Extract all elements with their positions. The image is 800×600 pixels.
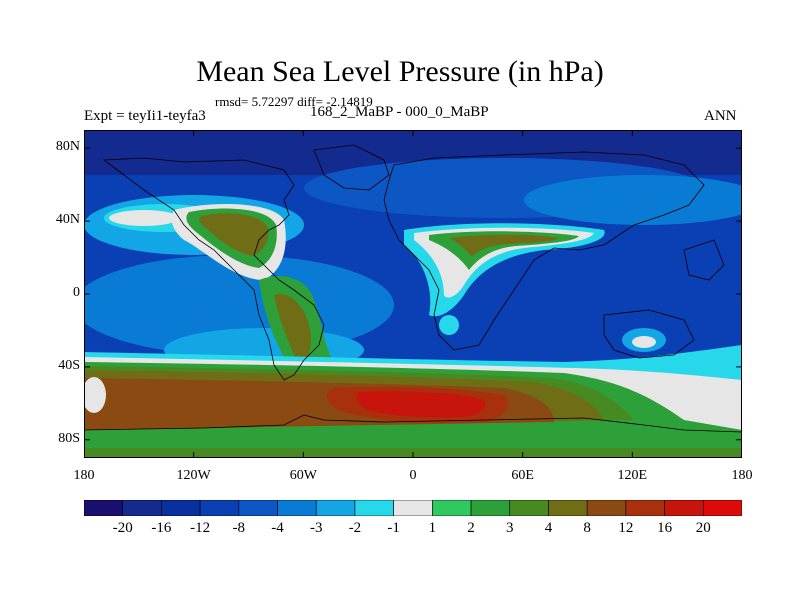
colorbar-swatch bbox=[625, 500, 665, 516]
colorbar-swatch bbox=[277, 500, 317, 516]
experiment-label: Expt = teyIi1-teyfa3 bbox=[84, 108, 206, 124]
lon-tick-label: 180 bbox=[731, 468, 753, 483]
colorbar-swatch bbox=[432, 500, 472, 516]
colorbar-label: -16 bbox=[151, 520, 172, 536]
rmsd-diff-text: rmsd= 5.72297 diff= -2.14819 bbox=[215, 94, 373, 109]
colorbar bbox=[84, 500, 742, 516]
colorbar-swatch bbox=[84, 500, 124, 516]
colorbar-label: 16 bbox=[657, 520, 673, 536]
pressure-map bbox=[84, 130, 742, 458]
colorbar-label: 2 bbox=[467, 520, 475, 536]
lat-tick-label: 40S bbox=[58, 357, 80, 373]
colorbar-swatch bbox=[470, 500, 511, 516]
colorbar-swatch bbox=[354, 500, 394, 516]
lon-tick-label: 0 bbox=[409, 468, 417, 483]
colorbar-label: 8 bbox=[583, 520, 591, 536]
colorbar-label: -2 bbox=[348, 520, 362, 536]
colorbar-label: -4 bbox=[271, 520, 284, 536]
colorbar-label: -1 bbox=[387, 520, 400, 536]
lat-tick-label: 40N bbox=[55, 212, 80, 228]
season-label: ANN bbox=[704, 108, 737, 124]
lon-tick-label: 60W bbox=[289, 468, 317, 483]
colorbar-swatch bbox=[664, 500, 704, 516]
colorbar-swatch bbox=[702, 500, 742, 516]
colorbar-swatch bbox=[122, 500, 162, 516]
lat-tick-label: 80N bbox=[55, 139, 80, 155]
coastlines bbox=[84, 144, 742, 433]
colorbar-label: -20 bbox=[112, 520, 133, 536]
colorbar-swatch bbox=[238, 500, 278, 516]
colorbar-label: 1 bbox=[428, 520, 437, 536]
lat-tick-label: 80S bbox=[58, 430, 80, 446]
period-label: 168_2_MaBP - 000_0_MaBP bbox=[310, 104, 489, 120]
colorbar-swatch bbox=[199, 500, 240, 516]
colorbar-swatch bbox=[586, 500, 627, 516]
colorbar-swatch bbox=[548, 500, 588, 516]
lon-tick-label: 120W bbox=[176, 468, 211, 483]
colorbar-label: 12 bbox=[618, 520, 634, 536]
colorbar-label: -8 bbox=[232, 520, 246, 536]
lon-tick-label: 60E bbox=[511, 468, 534, 483]
latitude-ticks bbox=[84, 147, 742, 441]
colorbar-label: 4 bbox=[544, 520, 553, 536]
colorbar-swatch bbox=[315, 500, 356, 516]
colorbar-label: -12 bbox=[190, 520, 211, 536]
lat-tick-label: 0 bbox=[73, 285, 80, 300]
colorbar-swatch bbox=[509, 500, 549, 516]
colorbar-label: 3 bbox=[506, 520, 514, 536]
colorbar-label: -3 bbox=[309, 520, 323, 536]
lon-tick-label: 180 bbox=[73, 468, 95, 483]
colorbar-label: 20 bbox=[695, 520, 711, 536]
longitude-ticks bbox=[84, 130, 742, 458]
lon-tick-label: 120E bbox=[617, 468, 648, 483]
colorbar-swatch bbox=[393, 500, 433, 516]
page-title: Mean Sea Level Pressure (in hPa) bbox=[196, 55, 604, 88]
colorbar-swatch bbox=[161, 500, 201, 516]
